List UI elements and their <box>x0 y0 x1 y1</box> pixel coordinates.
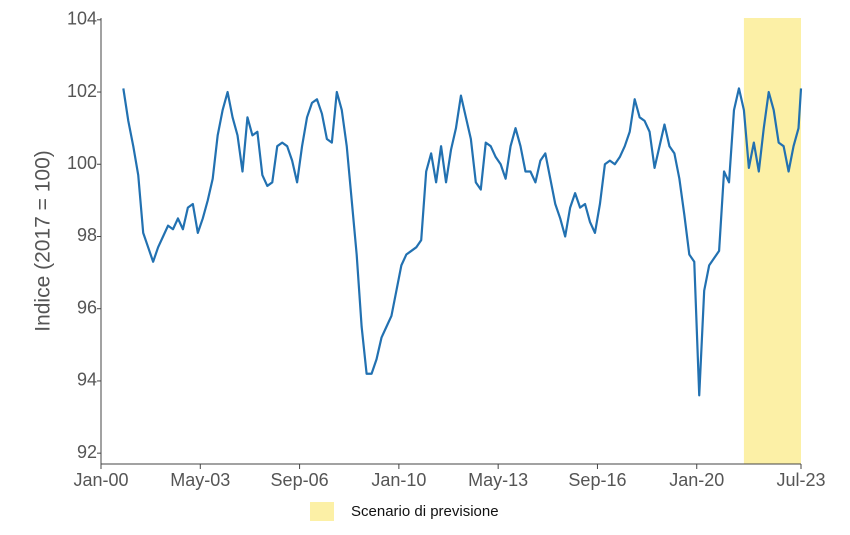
y-axis-label: Indice (2017 = 100) <box>32 150 55 332</box>
x-tick-label: Sep-06 <box>271 470 329 490</box>
x-tick-label: Jan-20 <box>669 470 724 490</box>
forecast-band <box>743 18 801 464</box>
y-tick-label: 102 <box>67 81 97 101</box>
x-tick-label: Jan-00 <box>73 470 128 490</box>
x-tick-label: May-13 <box>468 470 528 490</box>
line-series <box>122 87 803 397</box>
legend-swatch <box>310 502 334 521</box>
y-tick-label: 100 <box>67 153 97 173</box>
legend-label: Scenario di previsione <box>351 503 499 520</box>
y-tick-label: 98 <box>77 225 97 245</box>
y-tick-label: 94 <box>77 370 97 390</box>
x-tick-label: Jul-23 <box>776 470 825 490</box>
x-tick-label: Jan-10 <box>371 470 426 490</box>
x-tick-label: Sep-16 <box>568 470 626 490</box>
y-tick-label: 104 <box>67 9 97 29</box>
x-tick-label: May-03 <box>170 470 230 490</box>
y-tick-label: 92 <box>77 442 97 462</box>
y-tick-label: 96 <box>77 297 97 317</box>
